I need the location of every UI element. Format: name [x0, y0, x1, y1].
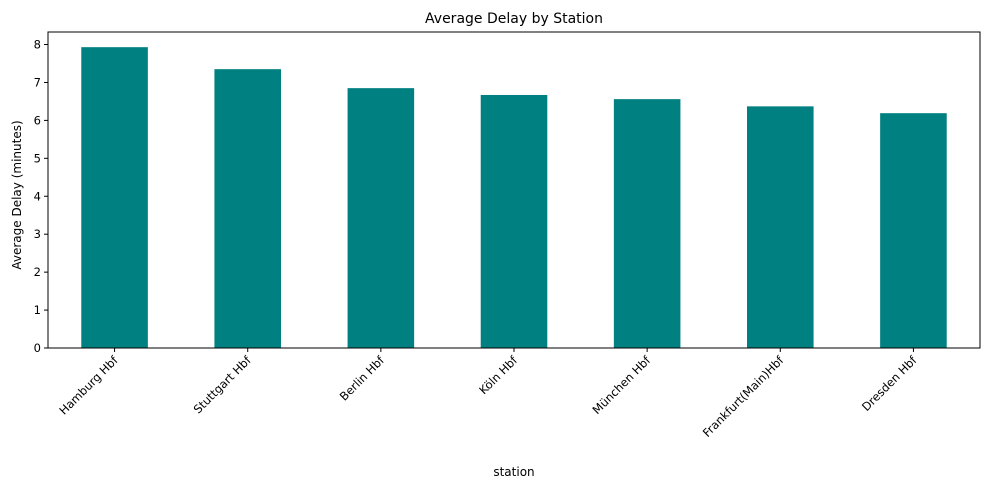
x-tick-label: Frankfurt(Main)Hbf — [700, 353, 787, 440]
y-tick-label: 4 — [34, 189, 41, 203]
x-tick-label: Berlin Hbf — [337, 353, 388, 404]
x-tick-label: Hamburg Hbf — [56, 353, 121, 418]
y-tick-label: 6 — [34, 113, 41, 127]
x-tick-label: Dresden Hbf — [859, 353, 920, 414]
y-tick-label: 2 — [34, 265, 41, 279]
y-tick-label: 5 — [34, 151, 41, 165]
x-axis-label: station — [493, 465, 534, 479]
bar-3 — [480, 94, 548, 349]
y-tick-label: 1 — [34, 303, 41, 317]
y-tick-label: 3 — [34, 227, 41, 241]
x-tick-label: München Hbf — [590, 353, 654, 417]
y-tick-label: 8 — [34, 38, 41, 52]
x-axis: Hamburg Hbf Stuttgart Hbf Berlin Hbf Köln H… — [56, 348, 920, 440]
chart-title: Average Delay by Station — [425, 11, 603, 27]
plot-frame — [47, 31, 981, 349]
bar-4 — [613, 99, 681, 348]
x-tick-label: Stuttgart Hbf — [191, 353, 255, 417]
bar-5 — [747, 106, 814, 349]
x-tick-label: Köln Hbf — [476, 353, 521, 398]
bar-2 — [347, 88, 415, 349]
y-tick-label: 0 — [34, 341, 41, 355]
y-axis: 0 1 2 3 4 5 6 7 8 — [34, 38, 48, 355]
bar-0 — [81, 47, 148, 348]
bars-group — [81, 47, 947, 349]
bar-6 — [880, 113, 947, 348]
y-axis-label: Average Delay (minutes) — [10, 120, 24, 269]
y-tick-label: 7 — [34, 75, 41, 89]
bar-1 — [214, 69, 281, 349]
